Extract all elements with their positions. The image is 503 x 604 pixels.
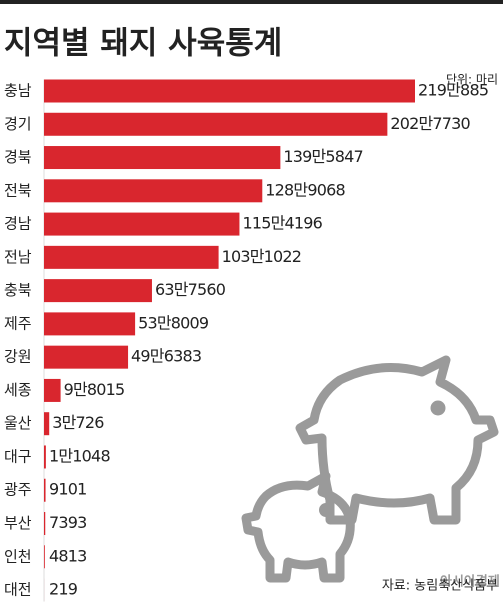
category-label: 경북 — [4, 148, 32, 166]
category-label: 울산 — [4, 414, 32, 432]
category-label: 전북 — [4, 181, 32, 199]
category-label: 부산 — [4, 514, 32, 532]
value-label: 1만1048 — [49, 446, 110, 465]
source-label: 자료: 농림축산식품부 — [382, 579, 498, 594]
value-label: 4813 — [49, 546, 87, 565]
bar — [44, 279, 152, 303]
value-label: 219 — [49, 580, 78, 599]
bar — [44, 478, 46, 502]
bar — [44, 79, 415, 103]
bar — [44, 512, 46, 536]
top-rule — [0, 0, 503, 4]
category-label: 제주 — [4, 314, 32, 332]
value-label: 9101 — [49, 480, 87, 499]
value-label: 3만726 — [52, 413, 104, 432]
bar — [44, 112, 388, 136]
value-label: 219만885 — [418, 81, 488, 100]
category-label: 경남 — [4, 215, 32, 233]
pig-illustration — [241, 355, 499, 583]
value-label: 49만6383 — [131, 347, 201, 366]
value-label: 103만1022 — [222, 247, 302, 266]
bar — [44, 545, 45, 569]
category-label: 대구 — [4, 447, 32, 465]
category-label: 광주 — [4, 481, 32, 499]
category-label: 충남 — [4, 82, 32, 100]
credit: 아시아경제 — [440, 574, 500, 590]
category-label: 전남 — [4, 248, 32, 266]
value-label: 53만8009 — [138, 313, 209, 332]
bar — [44, 412, 50, 436]
bar — [44, 146, 281, 170]
unit-label: 단위: 마리 — [446, 73, 498, 87]
value-label: 202만7730 — [390, 114, 470, 133]
bar — [44, 378, 61, 402]
value-label: 139만5847 — [283, 147, 363, 166]
value-label: 7393 — [49, 513, 87, 532]
chart-title: 지역별 돼지 사육통계 — [4, 26, 282, 62]
category-label: 인천 — [4, 547, 32, 565]
value-label: 115만4196 — [242, 214, 322, 233]
bar — [44, 345, 129, 369]
category-label: 경기 — [4, 115, 32, 133]
value-label: 128만9068 — [265, 180, 345, 199]
bar — [44, 312, 136, 336]
bar — [44, 179, 263, 203]
value-label: 9만8015 — [64, 380, 125, 399]
bar — [44, 212, 240, 236]
category-label: 대전 — [4, 581, 32, 599]
bar — [44, 245, 219, 269]
value-label: 63만7560 — [155, 280, 226, 299]
bar — [44, 445, 46, 469]
category-label: 강원 — [4, 348, 32, 366]
category-label: 세종 — [4, 381, 32, 399]
category-label: 충북 — [4, 281, 32, 299]
